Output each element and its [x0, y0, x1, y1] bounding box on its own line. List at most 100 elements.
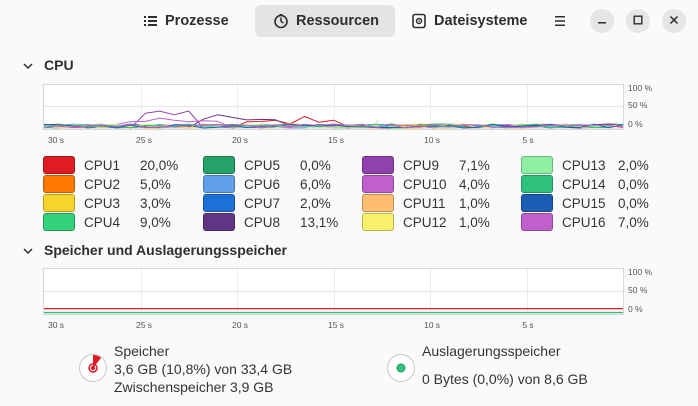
hamburger-menu-icon	[549, 16, 571, 36]
cpu-legend-item[interactable]: CPU1 20,0%	[43, 156, 178, 174]
cpu-legend-item[interactable]: CPU3 3,0%	[43, 194, 171, 212]
cpu-color-swatch[interactable]	[203, 156, 235, 174]
cpu-legend-value: 9,0%	[140, 214, 171, 230]
cpu-legend-item[interactable]: CPU15 0,0%	[521, 194, 649, 212]
memory-x-label-5s: 5 s	[522, 320, 534, 330]
cpu-legend-value: 13,1%	[300, 214, 339, 230]
tab-resources[interactable]: Ressourcen	[255, 5, 395, 37]
memory-usage-text: 3,6 GB (10,8%) von 33,4 GB	[114, 361, 293, 377]
disk-icon	[411, 13, 427, 29]
cpu-legend-value: 20,0%	[140, 157, 179, 173]
cpu-color-swatch[interactable]	[521, 175, 553, 193]
cpu-history-plot	[43, 85, 624, 129]
cpu-legend-label: CPU7	[244, 195, 281, 211]
cpu-x-axis-labels: 30 s 25 s 20 s 15 s 10 s 5 s	[43, 135, 624, 147]
swap-usage-text: 0 Bytes (0,0%) von 8,6 GB	[422, 371, 588, 387]
cpu-legend-item[interactable]: CPU14 0,0%	[521, 175, 649, 193]
cpu-color-swatch[interactable]	[203, 213, 235, 231]
cpu-x-label-15s: 15 s	[327, 135, 345, 145]
cpu-legend-value: 7,0%	[618, 214, 649, 230]
cpu-color-swatch[interactable]	[43, 175, 75, 193]
tab-filesystems[interactable]: Dateisysteme	[404, 5, 538, 37]
cpu-legend-item[interactable]: CPU6 6,0%	[203, 175, 331, 193]
tab-filesystems-label: Dateisysteme	[434, 13, 528, 29]
cpu-legend-label: CPU4	[84, 214, 121, 230]
maximize-button[interactable]	[626, 9, 650, 33]
cpu-legend-label: CPU16	[562, 214, 606, 230]
tab-processes-label: Prozesse	[165, 13, 229, 29]
cpu-color-swatch[interactable]	[521, 156, 553, 174]
memory-usage-pie[interactable]	[78, 353, 108, 388]
cpu-legend-item[interactable]: CPU2 5,0%	[43, 175, 171, 193]
memory-label: Speicher	[114, 343, 170, 359]
memory-y-label-50: 50 %	[628, 285, 648, 295]
cpu-legend-label: CPU8	[244, 214, 281, 230]
memory-history-graph	[43, 268, 624, 315]
cpu-x-label-25s: 25 s	[135, 135, 153, 145]
cpu-color-swatch[interactable]	[43, 213, 75, 231]
cpu-legend-item[interactable]: CPU12 1,0%	[362, 213, 490, 231]
cpu-color-swatch[interactable]	[203, 175, 235, 193]
cpu-legend-label: CPU1	[84, 157, 121, 173]
minimize-icon	[597, 12, 607, 30]
cpu-legend-label: CPU5	[244, 157, 281, 173]
memory-y-label-0: 0 %	[628, 304, 643, 314]
memory-x-label-10s: 10 s	[423, 320, 441, 330]
cpu-legend-value: 7,1%	[459, 157, 490, 173]
cpu-legend-value: 2,0%	[618, 157, 649, 173]
cpu-color-swatch[interactable]	[43, 156, 75, 174]
cpu-legend-item[interactable]: CPU9 7,1%	[362, 156, 490, 174]
cpu-color-swatch[interactable]	[362, 156, 394, 174]
cpu-color-swatch[interactable]	[362, 213, 394, 231]
cpu-history-line	[43, 123, 624, 129]
resources-gauge-icon	[273, 13, 289, 29]
chevron-down-icon	[22, 59, 34, 71]
cpu-legend-value: 3,0%	[140, 195, 171, 211]
tab-processes[interactable]: Prozesse	[134, 5, 236, 37]
cpu-legend-item[interactable]: CPU16 7,0%	[521, 213, 649, 231]
cpu-color-swatch[interactable]	[362, 175, 394, 193]
cpu-color-swatch[interactable]	[43, 194, 75, 212]
cpu-section-header[interactable]: CPU	[22, 57, 74, 73]
cpu-legend-value: 5,0%	[140, 176, 171, 192]
cpu-legend-item[interactable]: CPU10 4,0%	[362, 175, 490, 193]
cpu-x-label-5s: 5 s	[522, 135, 534, 145]
cpu-legend-item[interactable]: CPU8 13,1%	[203, 213, 338, 231]
cpu-legend-label: CPU3	[84, 195, 121, 211]
cpu-legend-value: 0,0%	[300, 157, 331, 173]
memory-info: Speicher 3,6 GB (10,8%) von 33,4 GB Zwis…	[114, 342, 292, 396]
cpu-legend-value: 1,0%	[459, 195, 490, 211]
chevron-down-icon	[22, 244, 34, 256]
cpu-legend-label: CPU6	[244, 176, 281, 192]
cpu-legend-label: CPU2	[84, 176, 121, 192]
close-button[interactable]	[662, 9, 686, 33]
cpu-color-swatch[interactable]	[521, 213, 553, 231]
cpu-legend-item[interactable]: CPU11 1,0%	[362, 194, 490, 212]
tab-resources-label: Ressourcen	[296, 13, 380, 29]
cpu-legend-label: CPU10	[403, 176, 447, 192]
swap-usage-pie[interactable]	[386, 353, 416, 388]
memory-section-header[interactable]: Speicher und Auslagerungsspeicher	[22, 242, 287, 258]
cpu-legend-item[interactable]: CPU7 2,0%	[203, 194, 331, 212]
cpu-legend-item[interactable]: CPU4 9,0%	[43, 213, 171, 231]
cpu-section-title: CPU	[44, 57, 74, 73]
cpu-legend-value: 0,0%	[618, 176, 649, 192]
memory-x-label-20s: 20 s	[231, 320, 249, 330]
memory-x-axis-labels: 30 s 25 s 20 s 15 s 10 s 5 s	[43, 320, 624, 332]
cpu-legend-item[interactable]: CPU13 2,0%	[521, 156, 649, 174]
cpu-color-swatch[interactable]	[203, 194, 235, 212]
cpu-legend-item[interactable]: CPU5 0,0%	[203, 156, 331, 174]
close-icon	[669, 12, 679, 30]
cpu-legend-value: 2,0%	[300, 195, 331, 211]
memory-x-label-15s: 15 s	[327, 320, 345, 330]
cpu-legend-value: 0,0%	[618, 195, 649, 211]
cpu-x-label-30s: 30 s	[47, 135, 65, 145]
memory-y-label-100: 100 %	[628, 267, 653, 277]
cpu-color-swatch[interactable]	[362, 194, 394, 212]
minimize-button[interactable]	[590, 9, 614, 33]
cpu-legend-label: CPU9	[403, 157, 440, 173]
swap-info: Auslagerungsspeicher 0 Bytes (0,0%) von …	[422, 342, 588, 388]
cpu-legend-value: 1,0%	[459, 214, 490, 230]
main-menu-button[interactable]	[549, 10, 571, 32]
cpu-color-swatch[interactable]	[521, 194, 553, 212]
